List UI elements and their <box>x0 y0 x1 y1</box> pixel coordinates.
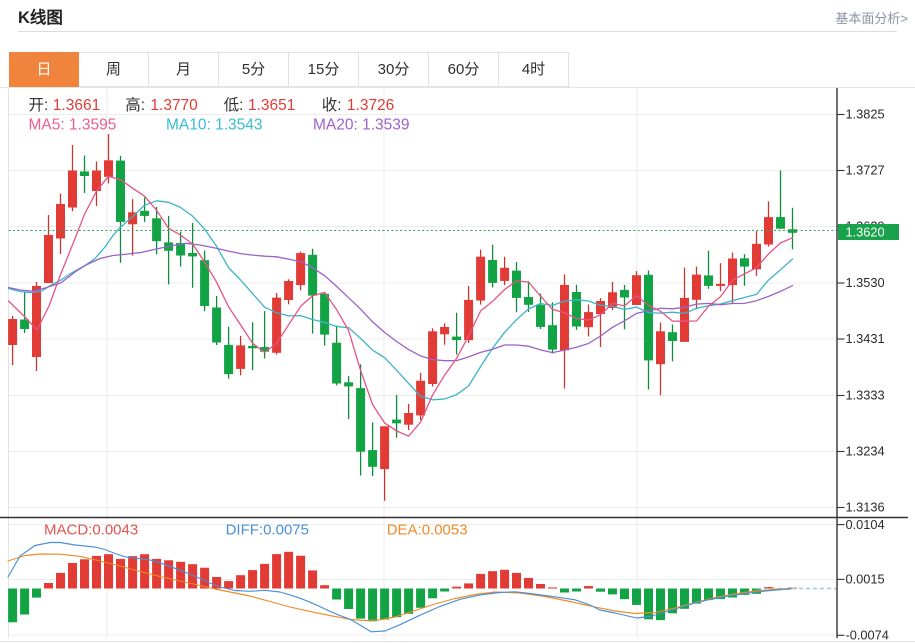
svg-text:0.0015: 0.0015 <box>846 572 885 587</box>
svg-text:1.3825: 1.3825 <box>846 107 885 122</box>
svg-text:-0.0074: -0.0074 <box>846 628 889 643</box>
svg-text:1.3136: 1.3136 <box>846 500 885 515</box>
svg-text:0.0104: 0.0104 <box>846 517 885 532</box>
svg-text:1.3530: 1.3530 <box>846 275 885 290</box>
svg-text:1.3431: 1.3431 <box>846 331 885 346</box>
svg-text:1.3234: 1.3234 <box>846 444 885 459</box>
svg-text:1.3333: 1.3333 <box>846 388 885 403</box>
svg-text:1.3620: 1.3620 <box>846 225 885 240</box>
svg-text:1.3727: 1.3727 <box>846 163 885 178</box>
